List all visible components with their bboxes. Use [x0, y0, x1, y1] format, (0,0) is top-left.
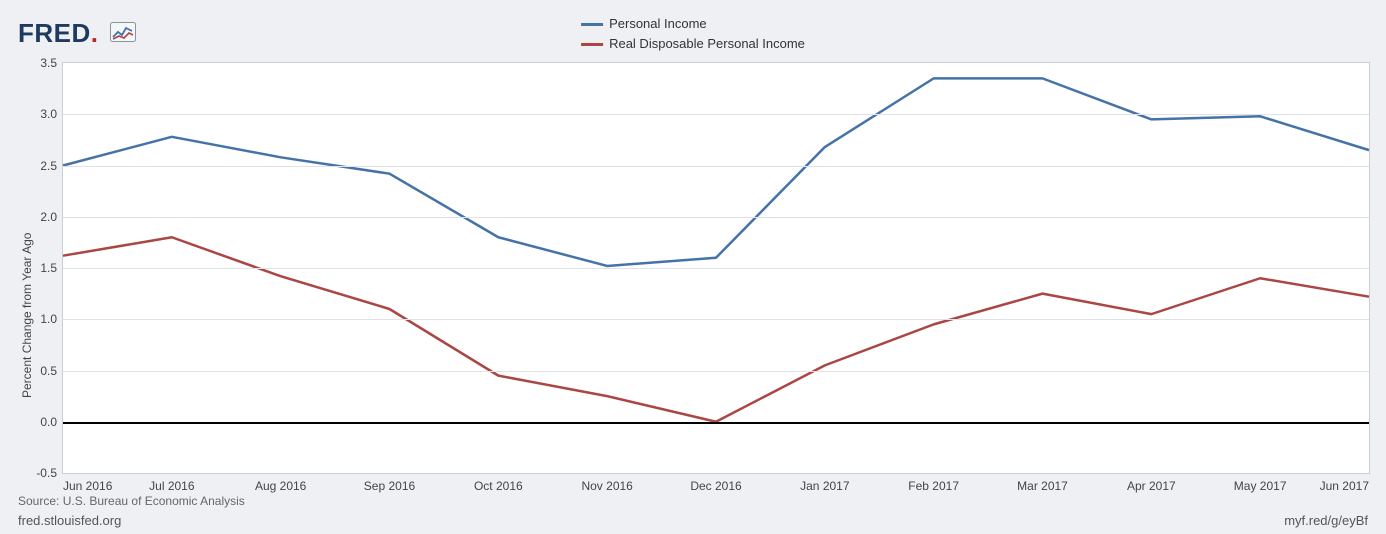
x-tick-label: May 2017 — [1234, 479, 1287, 493]
y-axis-label: Percent Change from Year Ago — [20, 233, 34, 398]
legend-swatch-1 — [581, 43, 603, 46]
x-tick-label: Mar 2017 — [1017, 479, 1068, 493]
logo-text: FRED — [18, 18, 91, 48]
x-tick-label: Nov 2016 — [581, 479, 632, 493]
x-tick-label: Oct 2016 — [474, 479, 523, 493]
grid-line — [63, 217, 1369, 218]
x-tick-label: Apr 2017 — [1127, 479, 1176, 493]
y-tick-label: 3.0 — [40, 107, 57, 121]
series-line — [63, 237, 1369, 422]
legend-item-1: Real Disposable Personal Income — [581, 34, 805, 54]
logo-dot: . — [91, 18, 99, 48]
y-tick-label: 1.0 — [40, 312, 57, 326]
grid-line — [63, 319, 1369, 320]
shortlink: myf.red/g/eyBf — [1284, 513, 1368, 528]
zero-line — [63, 422, 1369, 424]
x-tick-label: Jun 2017 — [1320, 479, 1369, 493]
grid-line — [63, 166, 1369, 167]
chart-plot-area: -0.50.00.51.01.52.02.53.03.5Jun 2016Jul … — [62, 62, 1370, 474]
x-tick-label: Jun 2016 — [63, 479, 112, 493]
site-link: fred.stlouisfed.org — [18, 513, 121, 528]
legend: Personal Income Real Disposable Personal… — [581, 14, 805, 54]
grid-line — [63, 114, 1369, 115]
y-tick-label: -0.5 — [36, 466, 57, 480]
series-line — [63, 78, 1369, 266]
logo-chart-icon — [110, 18, 136, 49]
x-tick-label: Jul 2016 — [149, 479, 194, 493]
fred-logo: FRED. — [18, 18, 136, 51]
x-tick-label: Sep 2016 — [364, 479, 415, 493]
source-text: Source: U.S. Bureau of Economic Analysis — [18, 494, 245, 508]
x-tick-label: Dec 2016 — [690, 479, 741, 493]
y-tick-label: 0.0 — [40, 415, 57, 429]
legend-item-0: Personal Income — [581, 14, 805, 34]
legend-label-1: Real Disposable Personal Income — [609, 34, 805, 54]
legend-label-0: Personal Income — [609, 14, 707, 34]
grid-line — [63, 371, 1369, 372]
y-tick-label: 2.5 — [40, 159, 57, 173]
y-tick-label: 2.0 — [40, 210, 57, 224]
y-tick-label: 1.5 — [40, 261, 57, 275]
x-tick-label: Feb 2017 — [908, 479, 959, 493]
grid-line — [63, 268, 1369, 269]
y-tick-label: 3.5 — [40, 56, 57, 70]
x-tick-label: Aug 2016 — [255, 479, 306, 493]
y-tick-label: 0.5 — [40, 364, 57, 378]
legend-swatch-0 — [581, 23, 603, 26]
x-tick-label: Jan 2017 — [800, 479, 849, 493]
